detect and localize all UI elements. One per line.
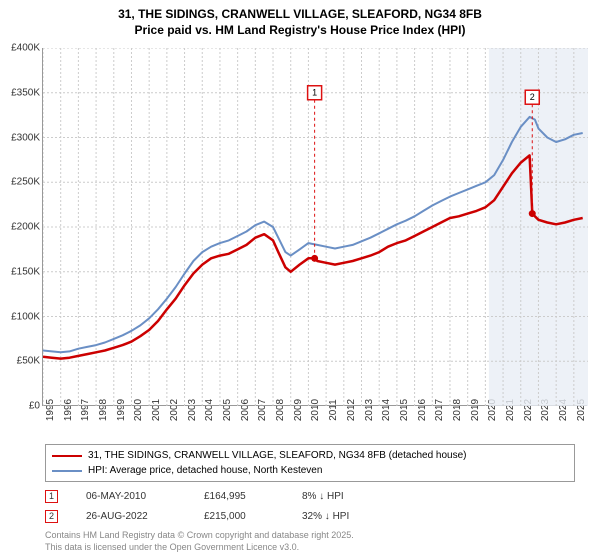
sales-table: 1 06-MAY-2010 £164,995 8% ↓ HPI 2 26-AUG…	[45, 486, 349, 526]
y-tick-label: £150K	[11, 266, 40, 277]
sales-marker-1: 1	[45, 490, 58, 503]
sales-date-1: 06-MAY-2010	[86, 491, 176, 502]
legend: 31, THE SIDINGS, CRANWELL VILLAGE, SLEAF…	[45, 444, 575, 482]
sales-delta-2: 32% ↓ HPI	[302, 511, 349, 522]
legend-swatch-hpi	[52, 470, 82, 472]
sales-price-2: £215,000	[204, 511, 274, 522]
legend-row-price-paid: 31, THE SIDINGS, CRANWELL VILLAGE, SLEAF…	[52, 448, 568, 463]
sales-marker-2: 2	[45, 510, 58, 523]
legend-label-price-paid: 31, THE SIDINGS, CRANWELL VILLAGE, SLEAF…	[88, 448, 466, 463]
y-tick-label: £100K	[11, 311, 40, 322]
y-tick-label: £50K	[17, 356, 40, 367]
y-tick-label: £200K	[11, 222, 40, 233]
title-line2: Price paid vs. HM Land Registry's House …	[135, 23, 466, 37]
y-tick-label: £250K	[11, 177, 40, 188]
chart-title: 31, THE SIDINGS, CRANWELL VILLAGE, SLEAF…	[0, 0, 600, 38]
legend-swatch-price-paid	[52, 455, 82, 457]
footer: Contains HM Land Registry data © Crown c…	[45, 530, 354, 553]
footer-line2: This data is licensed under the Open Gov…	[45, 542, 299, 552]
plot-area: 12	[42, 48, 587, 406]
y-tick-label: £350K	[11, 87, 40, 98]
legend-row-hpi: HPI: Average price, detached house, Nort…	[52, 463, 568, 478]
sales-delta-1: 8% ↓ HPI	[302, 491, 344, 502]
legend-label-hpi: HPI: Average price, detached house, Nort…	[88, 463, 322, 478]
y-tick-label: £400K	[11, 43, 40, 54]
sales-row-1: 1 06-MAY-2010 £164,995 8% ↓ HPI	[45, 486, 349, 506]
svg-text:1: 1	[312, 88, 317, 98]
chart-container: 31, THE SIDINGS, CRANWELL VILLAGE, SLEAF…	[0, 0, 600, 560]
y-tick-label: £300K	[11, 132, 40, 143]
y-tick-label: £0	[29, 401, 40, 412]
plot-svg: 12	[43, 48, 588, 406]
title-line1: 31, THE SIDINGS, CRANWELL VILLAGE, SLEAF…	[118, 7, 482, 21]
sales-date-2: 26-AUG-2022	[86, 511, 176, 522]
svg-text:2: 2	[530, 92, 535, 102]
sales-price-1: £164,995	[204, 491, 274, 502]
sales-row-2: 2 26-AUG-2022 £215,000 32% ↓ HPI	[45, 506, 349, 526]
footer-line1: Contains HM Land Registry data © Crown c…	[45, 530, 354, 540]
